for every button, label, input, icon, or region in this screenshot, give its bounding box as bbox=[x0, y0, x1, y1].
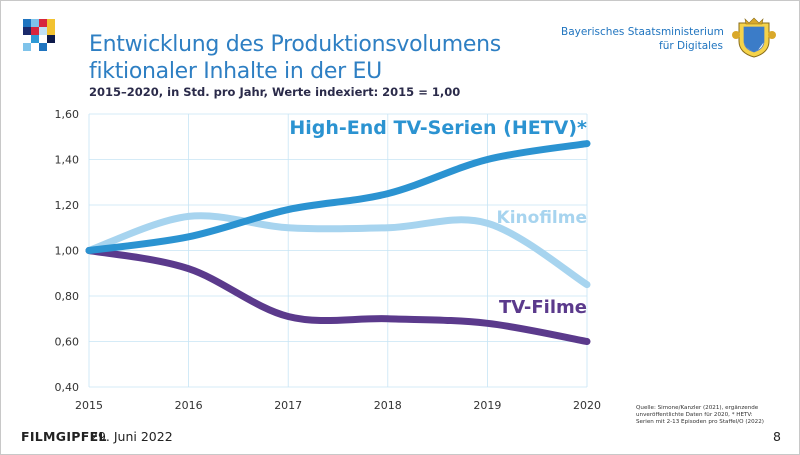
y-tick-label: 1,40 bbox=[55, 154, 80, 167]
ministry-line-2: für Digitales bbox=[659, 40, 723, 52]
logo-square bbox=[23, 27, 31, 35]
source-line: Serien mit 2-13 Episoden pro Staffel/O (… bbox=[636, 419, 764, 425]
x-tick-label: 2017 bbox=[274, 399, 302, 412]
series-lines bbox=[85, 140, 591, 345]
y-axis-ticks: 0,40 0,60 0,80 1,00 1,20 1,40 1,60 bbox=[55, 108, 80, 394]
x-tick-label: 2015 bbox=[75, 399, 103, 412]
y-tick-label: 0,40 bbox=[55, 381, 80, 394]
title-line-2: fiktionaler Inhalte in der EU bbox=[89, 59, 382, 84]
logo-square bbox=[31, 35, 39, 43]
footer-date: 29. Juni 2022 bbox=[90, 429, 173, 444]
series-line-hetv bbox=[85, 140, 591, 254]
ministry-line-1: Bayerisches Staatsministerium bbox=[561, 26, 724, 38]
logo-square bbox=[39, 43, 47, 51]
x-tick-label: 2018 bbox=[374, 399, 402, 412]
title-line-1: Entwicklung des Produktionsvolumens bbox=[89, 32, 501, 57]
page-number: 8 bbox=[773, 429, 781, 444]
source-note: Quelle: Simone/Kanzler (2021), ergänzend… bbox=[636, 405, 786, 426]
series-label-tv: TV-Filme bbox=[499, 297, 587, 318]
x-tick-label: 2019 bbox=[473, 399, 501, 412]
ministry-name: Bayerisches Staatsministerium für Digita… bbox=[561, 25, 724, 53]
logo-square bbox=[39, 19, 47, 27]
logo-square bbox=[47, 27, 55, 35]
x-tick-label: 2016 bbox=[175, 399, 203, 412]
logo-square bbox=[47, 35, 55, 43]
chart-subtitle: 2015–2020, in Std. pro Jahr, Werte index… bbox=[89, 85, 461, 99]
chart-title: Entwicklung des Produktionsvolumens fikt… bbox=[89, 31, 501, 85]
x-tick-label: 2020 bbox=[573, 399, 601, 412]
y-tick-label: 0,80 bbox=[55, 290, 80, 303]
source-line: Quelle: Simone/Kanzler (2021), ergänzend… bbox=[636, 405, 759, 411]
series-line-tv bbox=[85, 247, 591, 345]
logo-square bbox=[31, 19, 39, 27]
y-tick-label: 1,00 bbox=[55, 245, 80, 258]
series-labels: High-End TV-Serien (HETV)* Kinofilme TV-Fi… bbox=[289, 117, 587, 318]
series-label-kino: Kinofilme bbox=[497, 208, 587, 228]
filmgipfel-logo bbox=[23, 19, 55, 51]
logo-square bbox=[31, 27, 39, 35]
logo-square bbox=[23, 43, 31, 51]
grid-lines bbox=[88, 113, 588, 388]
logo-square bbox=[23, 19, 31, 27]
series-label-hetv: High-End TV-Serien (HETV)* bbox=[289, 117, 587, 139]
y-tick-label: 1,20 bbox=[55, 199, 80, 212]
x-axis-ticks: 2015 2016 2017 2018 2019 2020 bbox=[75, 399, 601, 412]
footer-brand: FILMGIPFEL bbox=[21, 429, 107, 444]
source-line: unveröffentlichte Daten für 2020, * HETV… bbox=[636, 412, 753, 418]
logo-square bbox=[39, 27, 47, 35]
series-line-kino bbox=[85, 212, 591, 289]
y-tick-label: 1,60 bbox=[55, 108, 80, 121]
y-tick-label: 0,60 bbox=[55, 336, 80, 349]
logo-square bbox=[47, 19, 55, 27]
bavarian-crest-icon bbox=[732, 17, 776, 58]
